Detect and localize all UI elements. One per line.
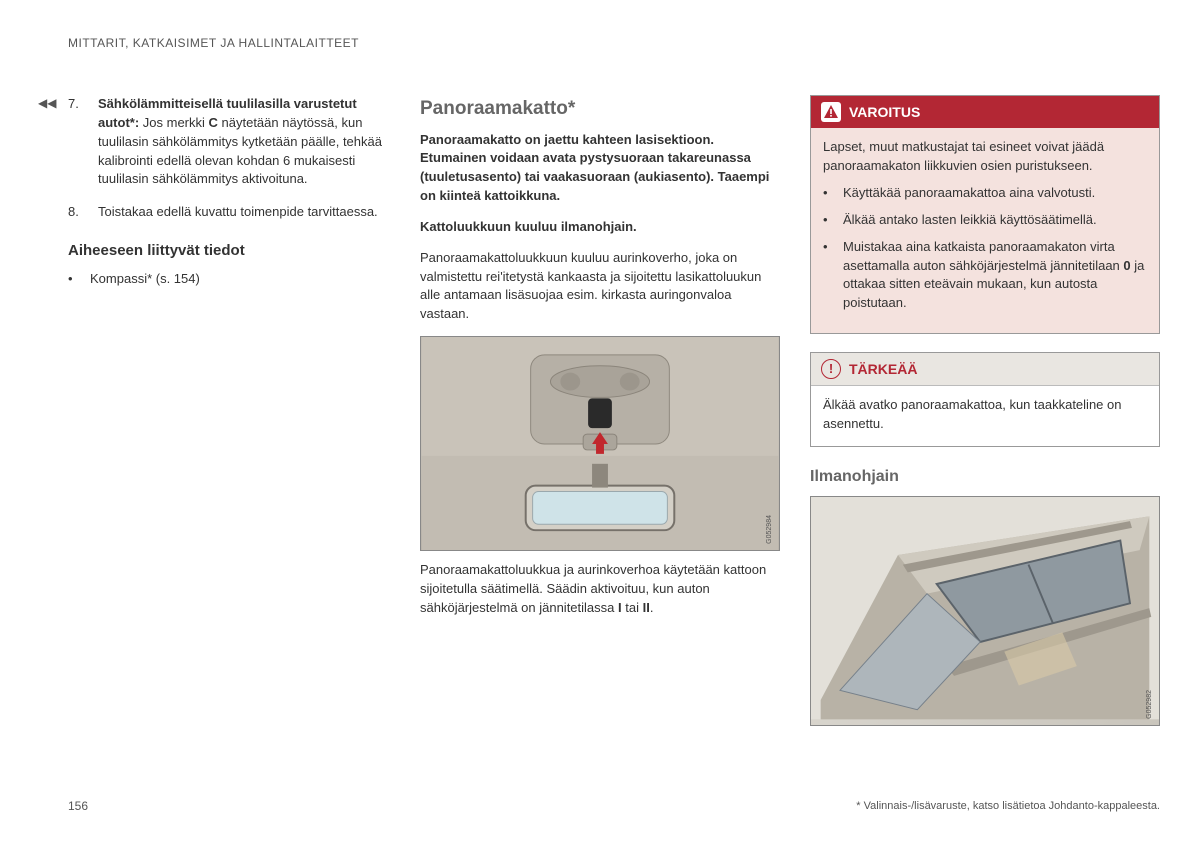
intro-paragraph: Panoraamakatto on jaettu kahteen lasisek… <box>420 131 780 206</box>
warn-b3-bold: 0 <box>1123 258 1130 273</box>
important-header: ! TÄRKEÄÄ <box>811 353 1159 386</box>
step-body: Toistakaa edellä kuvattu toimenpide tarv… <box>98 203 390 222</box>
caption-a: Panoraamakattoluukkua ja aurinkoverhoa k… <box>420 562 766 615</box>
roof-control-illustration <box>421 337 779 550</box>
caption-II: II <box>643 600 650 615</box>
related-link: Kompassi* (s. 154) <box>90 270 200 289</box>
step-8: 8. Toistakaa edellä kuvattu toimenpide t… <box>40 203 390 222</box>
figure-air-deflector: G052982 <box>810 496 1160 726</box>
warn-bullet-1: Käyttäkää panoraamakattoa aina valvotust… <box>843 184 1095 203</box>
important-body: Älkää avatko panoraamakattoa, kun taakka… <box>811 386 1159 446</box>
step-text-a: Jos merkki <box>139 115 208 130</box>
line-2: Kattoluukkuun kuuluu ilmanohjain. <box>420 218 780 237</box>
warn-bullet-3: Muistakaa aina katkaista panoraamakaton … <box>843 238 1147 313</box>
caption-mid: tai <box>622 600 643 615</box>
step-number: 8. <box>68 203 86 222</box>
figure-code: G052984 <box>765 515 775 544</box>
related-list: • Kompassi* (s. 154) <box>40 270 390 289</box>
warning-box: VAROITUS Lapset, muut matkustajat tai es… <box>810 95 1160 334</box>
list-item: • Kompassi* (s. 154) <box>68 270 390 289</box>
warning-title: VAROITUS <box>849 102 920 122</box>
figure-roof-control: G052984 <box>420 336 780 551</box>
warning-header: VAROITUS <box>811 96 1159 128</box>
warning-lead: Lapset, muut matkustajat tai esineet voi… <box>823 138 1147 176</box>
figure-caption: Panoraamakattoluukkua ja aurinkoverhoa k… <box>420 561 780 618</box>
warn-bullet-2: Älkää antako lasten leikkiä käyttösäätim… <box>843 211 1097 230</box>
step-body: Sähkölämmitteisellä tuulilasilla varuste… <box>98 95 390 189</box>
bullet-icon: • <box>823 184 833 203</box>
important-box: ! TÄRKEÄÄ Älkää avatko panoraamakattoa, … <box>810 352 1160 447</box>
column-right: VAROITUS Lapset, muut matkustajat tai es… <box>810 95 1160 726</box>
warning-body: Lapset, muut matkustajat tai esineet voi… <box>811 128 1159 333</box>
bullet-icon: • <box>823 211 833 230</box>
step-7: 7. Sähkölämmitteisellä tuulilasilla varu… <box>40 95 390 189</box>
important-title: TÄRKEÄÄ <box>849 359 917 379</box>
list-item: • Älkää antako lasten leikkiä käyttösääti… <box>823 211 1147 230</box>
warning-triangle-icon <box>821 102 841 122</box>
car-roof-illustration <box>811 497 1159 719</box>
column-middle: Panoraamakatto* Panoraamakatto on jaettu… <box>420 95 780 726</box>
subheading-ilmanohjain: Ilmanohjain <box>810 465 1160 488</box>
list-item: • Käyttäkää panoraamakattoa aina valvotus… <box>823 184 1147 203</box>
important-exclamation-icon: ! <box>821 359 841 379</box>
topic-title: Panoraamakatto* <box>420 95 780 123</box>
warn-b3-a: Muistakaa aina katkaista panoraamakaton … <box>843 239 1123 273</box>
caption-end: . <box>650 600 654 615</box>
continuation-icon: ◀◀ <box>38 95 56 112</box>
content-columns: ◀◀ 7. Sähkölämmitteisellä tuulilasilla v… <box>40 95 1160 726</box>
chapter-header: MITTARIT, KATKAISIMET JA HALLINTALAITTEE… <box>68 35 359 52</box>
step-number: 7. <box>68 95 86 189</box>
important-text: Älkää avatko panoraamakattoa, kun taakka… <box>823 396 1147 434</box>
figure-code: G052982 <box>1145 690 1155 719</box>
list-item: • Muistakaa aina katkaista panoraamakato… <box>823 238 1147 313</box>
step-bold-c: C <box>209 115 218 130</box>
bullet-icon: • <box>823 238 833 313</box>
bullet-icon: • <box>68 270 80 289</box>
column-left: ◀◀ 7. Sähkölämmitteisellä tuulilasilla v… <box>40 95 390 726</box>
paragraph-3: Panoraamakattoluukkuun kuuluu aurinkover… <box>420 249 780 324</box>
page-number: 156 <box>68 798 88 815</box>
related-info-heading: Aiheeseen liittyvät tiedot <box>40 240 390 262</box>
footnote: * Valinnais-/lisävaruste, katso lisätiet… <box>856 799 1160 815</box>
